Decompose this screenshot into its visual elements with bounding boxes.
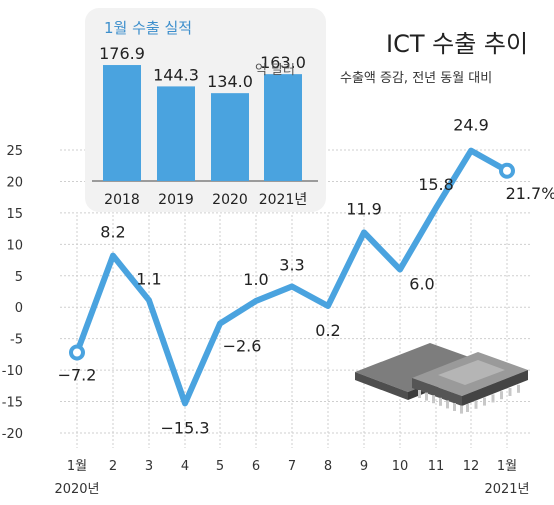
chart-title: ICT 수출 추이 <box>386 30 528 58</box>
chip-pin <box>460 405 463 414</box>
y-tick-label: -5 <box>10 333 23 348</box>
x-tick-label: 2 <box>109 459 117 474</box>
chip-pin <box>517 384 520 393</box>
data-label: −7.2 <box>58 366 97 385</box>
x-tick-label: 7 <box>288 459 296 474</box>
data-label: 15.8 <box>418 175 454 194</box>
chip-front-side2 <box>462 370 528 406</box>
x-sublabel-first: 2020년 <box>54 482 99 497</box>
inset-bar <box>264 74 302 181</box>
endpoint-marker <box>499 162 515 179</box>
chip-back-side <box>355 372 408 400</box>
inset-bar-value: 176.9 <box>99 44 145 63</box>
inset-bar <box>157 86 195 181</box>
x-tick-label: 6 <box>252 459 260 474</box>
y-tick-label: 15 <box>6 207 23 222</box>
data-label: 24.9 <box>453 116 489 135</box>
chip-front-die <box>438 360 505 385</box>
data-label: 8.2 <box>100 223 125 242</box>
chip-pins <box>418 384 520 414</box>
chip-pin <box>500 391 503 400</box>
x-sublabel-last: 2021년 <box>484 482 529 497</box>
inset-category-label: 2021년 <box>259 192 308 208</box>
inset-bar <box>211 93 249 181</box>
y-tick-label: 5 <box>15 270 23 285</box>
series-line <box>74 147 510 407</box>
inset-bar-chart: 1월 수출 실적 176.9 2018 144.3 2019 134.0 2020 163.… <box>85 8 326 212</box>
data-label: 11.9 <box>346 199 382 218</box>
x-axis: 1월 2 3 4 5 6 7 8 9 10 11 12 1월 2020년 2021년 <box>54 459 529 497</box>
x-tick-label: 3 <box>145 459 153 474</box>
chip-pin <box>474 400 478 409</box>
x-tick-label: 1월 <box>67 459 87 474</box>
x-tick-label: 1월 <box>497 459 517 474</box>
chip-pin <box>418 390 421 398</box>
chip-pin <box>425 392 428 401</box>
y-tick-label: 10 <box>6 238 23 253</box>
x-tick-label: 9 <box>360 459 368 474</box>
data-label: 1.0 <box>243 270 268 289</box>
inset-category-label: 2018 <box>104 192 140 208</box>
y-tick-label: 20 <box>6 175 23 190</box>
inset-bars: 176.9 2018 144.3 2019 134.0 2020 163.0 2021년 <box>99 44 307 208</box>
y-tick-label: 25 <box>6 144 23 159</box>
x-tick-label: 5 <box>216 459 224 474</box>
line-series <box>69 147 515 407</box>
inset-bar-value: 144.3 <box>153 65 199 84</box>
inset-bar-value: 163.0 <box>260 53 306 72</box>
data-label: −15.3 <box>160 418 209 437</box>
x-tick-label: 11 <box>428 459 445 474</box>
chip-pin <box>453 403 456 411</box>
y-tick-label: -20 <box>2 427 23 442</box>
x-tick-label: 8 <box>324 459 332 474</box>
x-tick-label: 10 <box>392 459 409 474</box>
value-labels: −7.2 8.2 1.1 −15.3 −2.6 1.0 3.3 0.2 11.9 6.0 15.8 2… <box>58 116 554 438</box>
chip-pin <box>446 400 449 409</box>
grid-layer <box>60 149 530 448</box>
endpoint-marker <box>69 344 85 361</box>
y-axis: 25 20 15 10 5 0 -5 -10 -15 -20 <box>2 144 23 442</box>
y-tick-label: 0 <box>15 301 23 316</box>
data-label: 3.3 <box>279 255 304 274</box>
x-tick-label: 4 <box>181 459 189 474</box>
inset-title: 1월 수출 실적 <box>104 19 192 37</box>
chip-illustration <box>355 343 528 414</box>
chip-pin <box>483 397 486 406</box>
chip-pin <box>432 395 435 404</box>
y-tick-label: -15 <box>2 396 23 411</box>
data-label: −2.6 <box>223 337 262 356</box>
data-label: 21.7% <box>506 184 554 203</box>
data-label: 1.1 <box>136 269 161 288</box>
chip-front-side <box>412 378 462 406</box>
chart-subtitle: 수출액 증감, 전년 동월 대비 <box>340 71 492 86</box>
chip-pin <box>439 397 442 406</box>
inset-bar-value: 134.0 <box>207 72 253 91</box>
inset-bar <box>103 65 141 181</box>
chip-pin <box>491 394 495 403</box>
x-tick-label: 12 <box>463 459 480 474</box>
inset-unit-label: 억 달러 <box>255 63 295 78</box>
data-label: 6.0 <box>409 274 434 293</box>
inset-category-label: 2020 <box>212 192 248 208</box>
inset-category-label: 2019 <box>158 192 194 208</box>
y-tick-label: -10 <box>2 364 23 379</box>
chip-back-top <box>355 343 483 392</box>
chip-pin <box>466 404 469 412</box>
data-label: 0.2 <box>315 321 340 340</box>
chip-pin <box>508 388 512 396</box>
